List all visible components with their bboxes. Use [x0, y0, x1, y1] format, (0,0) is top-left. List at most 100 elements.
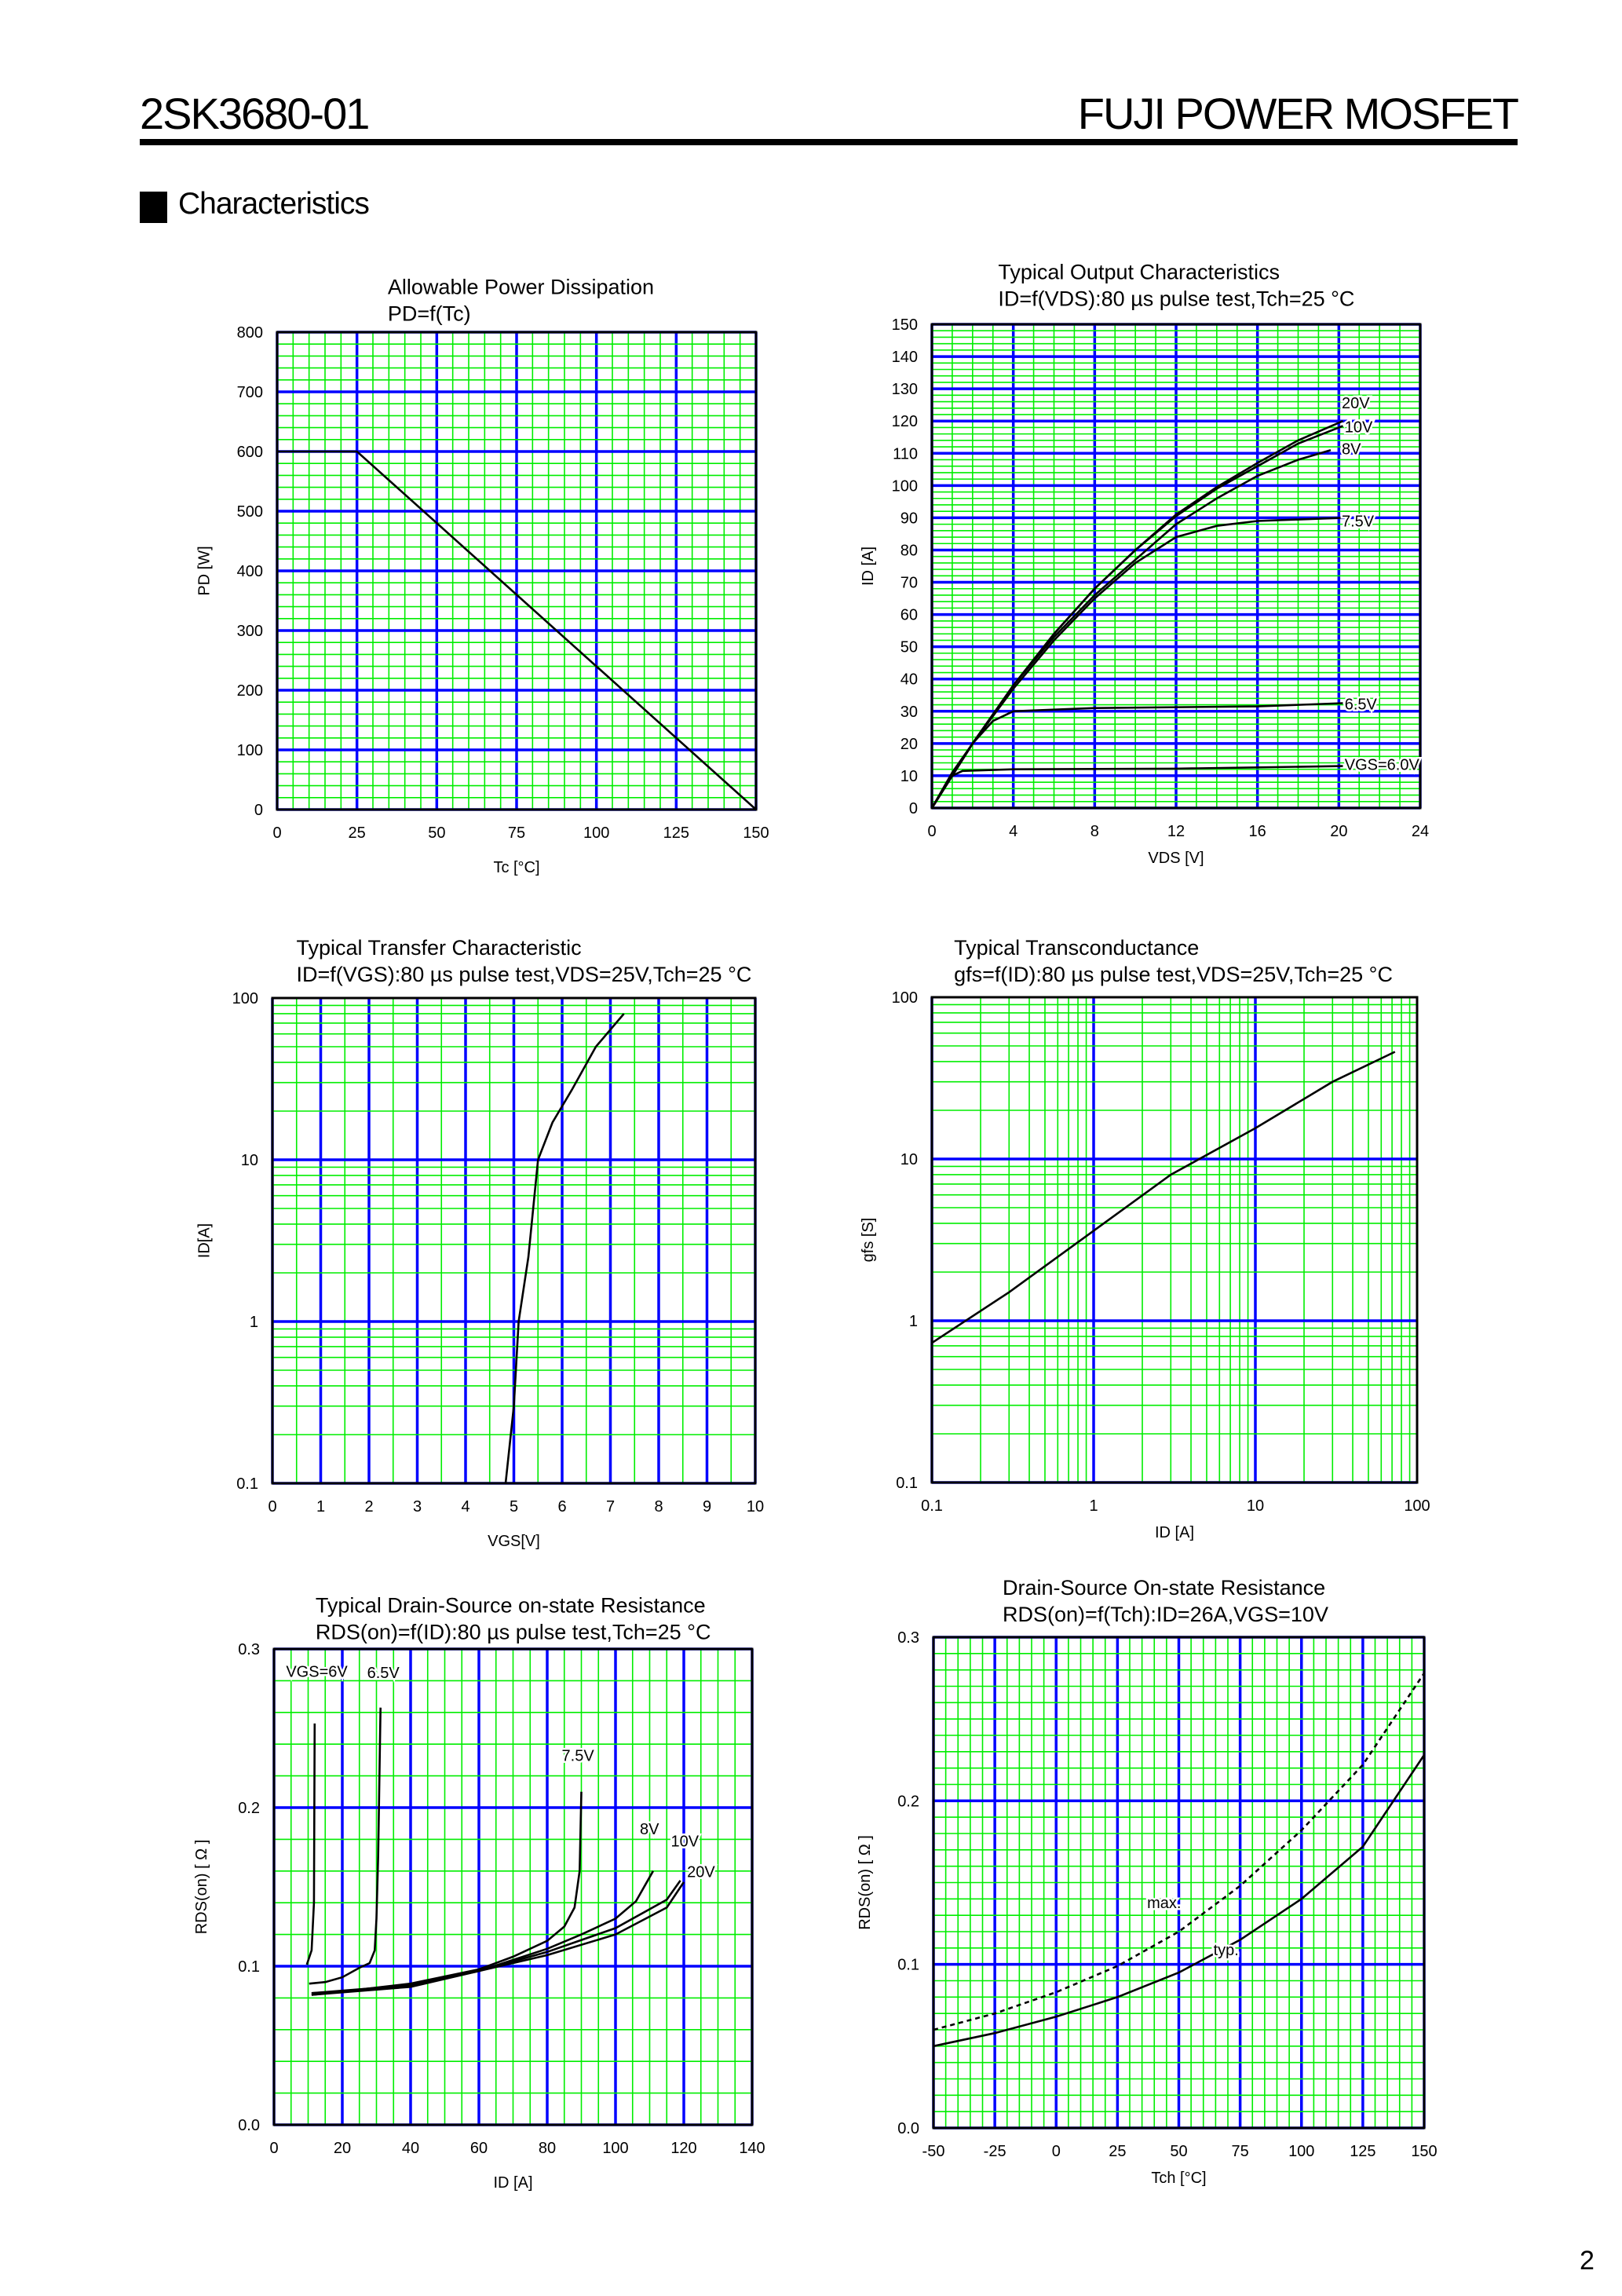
- y-tick-label: 0.2: [897, 1793, 919, 1810]
- y-tick-label: 600: [237, 444, 263, 461]
- plot-frame: [271, 996, 757, 1485]
- chart-title: Typical Transconductance: [954, 936, 1199, 960]
- x-tick-label: 0: [1052, 2143, 1061, 2160]
- series-line-6.5v: [309, 1707, 382, 1985]
- x-tick-label: 100: [602, 2140, 628, 2157]
- y-tick-label: 1: [250, 1314, 258, 1331]
- x-tick-label: 0.1: [921, 1497, 943, 1515]
- x-tick-label: 4: [1009, 823, 1017, 840]
- y-tick-label: 0.3: [238, 1641, 260, 1658]
- y-tick-label: 0.1: [236, 1475, 258, 1493]
- x-tick-label: 80: [539, 2140, 556, 2157]
- y-tick-label: 50: [901, 639, 918, 656]
- x-tick-label: -25: [984, 2143, 1006, 2160]
- y-axis-label: ID [A]: [860, 547, 877, 586]
- y-tick-label: 0.1: [896, 1475, 918, 1492]
- y-tick-label: 40: [901, 671, 918, 689]
- x-tick-label: 120: [670, 2140, 696, 2157]
- y-axis-label: gfs [S]: [860, 1218, 877, 1263]
- chart-6: -50 -25 0 25 50 75 100 125 150 0.0 0.1 0.2 0.3 Tch [°…: [857, 1576, 1438, 2187]
- y-tick-label: 100: [232, 990, 258, 1007]
- series-line-10v: [311, 1880, 681, 1996]
- plot-frame: [276, 331, 758, 811]
- series-label: 6.5V: [367, 1665, 400, 1682]
- chart-title: Drain-Source On-state Resistance: [1003, 1576, 1325, 1600]
- brand-title: FUJI POWER MOSFET: [1077, 89, 1519, 138]
- x-tick-label: 40: [402, 2140, 419, 2157]
- y-tick-label: 100: [892, 989, 918, 1007]
- x-tick-label: 50: [428, 824, 445, 842]
- y-tick-label: 60: [901, 607, 918, 624]
- chart-5: 0 20 40 60 80 100 120 140 0.0 0.1 0.2 0.3 ID [A] RDS(…: [193, 1593, 765, 2192]
- series-label: 8V: [1342, 441, 1361, 458]
- series-line-6.5v: [930, 702, 1343, 809]
- y-tick-label: 0.0: [238, 2117, 260, 2134]
- x-tick-label: 6: [557, 1498, 566, 1515]
- chart-1: 0 25 50 75 100 125 150 0 100 200 300 400 500 600 700 80…: [196, 275, 769, 876]
- x-tick-label: 50: [1170, 2143, 1187, 2160]
- x-tick-label: 16: [1249, 823, 1266, 840]
- series-line: [504, 1013, 625, 1484]
- chart-4: 0.1 1 10 100 0.1 1 10 100 ID [A] gfs [S] Typical T…: [860, 936, 1430, 1541]
- y-tick-label: 1: [909, 1313, 918, 1330]
- x-tick-label: 75: [1232, 2143, 1249, 2160]
- x-tick-label: 140: [739, 2140, 765, 2157]
- chart-title: gfs=f(ID):80 µs pulse test,VDS=25V,Tch=2…: [954, 963, 1393, 986]
- y-tick-label: 800: [237, 324, 263, 342]
- x-tick-label: 125: [663, 824, 689, 842]
- y-tick-label: 130: [892, 381, 918, 398]
- y-tick-label: 150: [892, 316, 918, 334]
- series-line-vgs6v: [305, 1723, 316, 1965]
- y-axis-label: ID[A]: [196, 1223, 214, 1258]
- x-tick-label: 25: [349, 824, 366, 842]
- x-tick-label: 9: [703, 1498, 711, 1515]
- chart-title: RDS(on)=f(ID):80 µs pulse test,Tch=25 °C: [316, 1620, 711, 1643]
- y-tick-label: 80: [901, 542, 918, 559]
- series-label: 20V: [1342, 395, 1370, 412]
- y-tick-label: 20: [901, 736, 918, 753]
- y-tick-label: 10: [241, 1152, 258, 1169]
- x-tick-label: 8: [654, 1498, 663, 1515]
- y-tick-label: 0.1: [238, 1958, 260, 1976]
- series-label: VGS=6.0V: [1345, 756, 1420, 773]
- y-tick-label: 70: [901, 575, 918, 592]
- x-axis-label: VDS [V]: [1148, 850, 1204, 867]
- x-tick-label: 75: [508, 824, 525, 842]
- x-tick-label: 100: [1288, 2143, 1314, 2160]
- x-tick-label: 60: [470, 2140, 488, 2157]
- x-axis-label: Tch [°C]: [1151, 2170, 1206, 2187]
- x-tick-label: 7: [606, 1498, 615, 1515]
- x-axis-label: ID [A]: [493, 2174, 532, 2192]
- series-label: VGS=6V: [286, 1663, 348, 1680]
- chart-title: Typical Drain-Source on-state Resistance: [316, 1593, 706, 1617]
- x-tick-label: 2: [364, 1498, 373, 1515]
- x-tick-label: 10: [747, 1498, 764, 1515]
- series-line: [931, 1051, 1396, 1344]
- x-tick-label: 10: [1247, 1497, 1264, 1515]
- x-tick-label: 1: [316, 1498, 325, 1515]
- x-tick-label: 100: [1404, 1497, 1430, 1515]
- x-tick-label: 3: [413, 1498, 422, 1515]
- x-tick-label: 1: [1089, 1497, 1098, 1515]
- y-tick-label: 100: [237, 742, 263, 759]
- x-tick-label: -50: [922, 2143, 945, 2160]
- page-number: 2: [1580, 2246, 1595, 2276]
- y-tick-label: 30: [901, 704, 918, 721]
- y-tick-label: 300: [237, 623, 263, 640]
- chart-title: Allowable Power Dissipation: [388, 275, 654, 298]
- series-line-20v: [311, 1881, 685, 1996]
- header-rule: [140, 139, 1518, 145]
- part-number: 2SK3680-01: [140, 89, 370, 138]
- x-axis-label: ID [A]: [1155, 1524, 1194, 1541]
- x-tick-label: 0: [927, 823, 936, 840]
- y-axis-label: RDS(on) [ Ω ]: [857, 1835, 874, 1930]
- series-line-vgs6.0v: [930, 765, 1343, 809]
- y-tick-label: 700: [237, 384, 263, 401]
- section-bullet-icon: [140, 192, 167, 223]
- x-axis-label: VGS[V]: [488, 1533, 540, 1550]
- x-axis-label: Tc [°C]: [493, 859, 539, 876]
- chart-title: PD=f(Tc): [388, 302, 471, 325]
- series-label: 20V: [687, 1864, 715, 1881]
